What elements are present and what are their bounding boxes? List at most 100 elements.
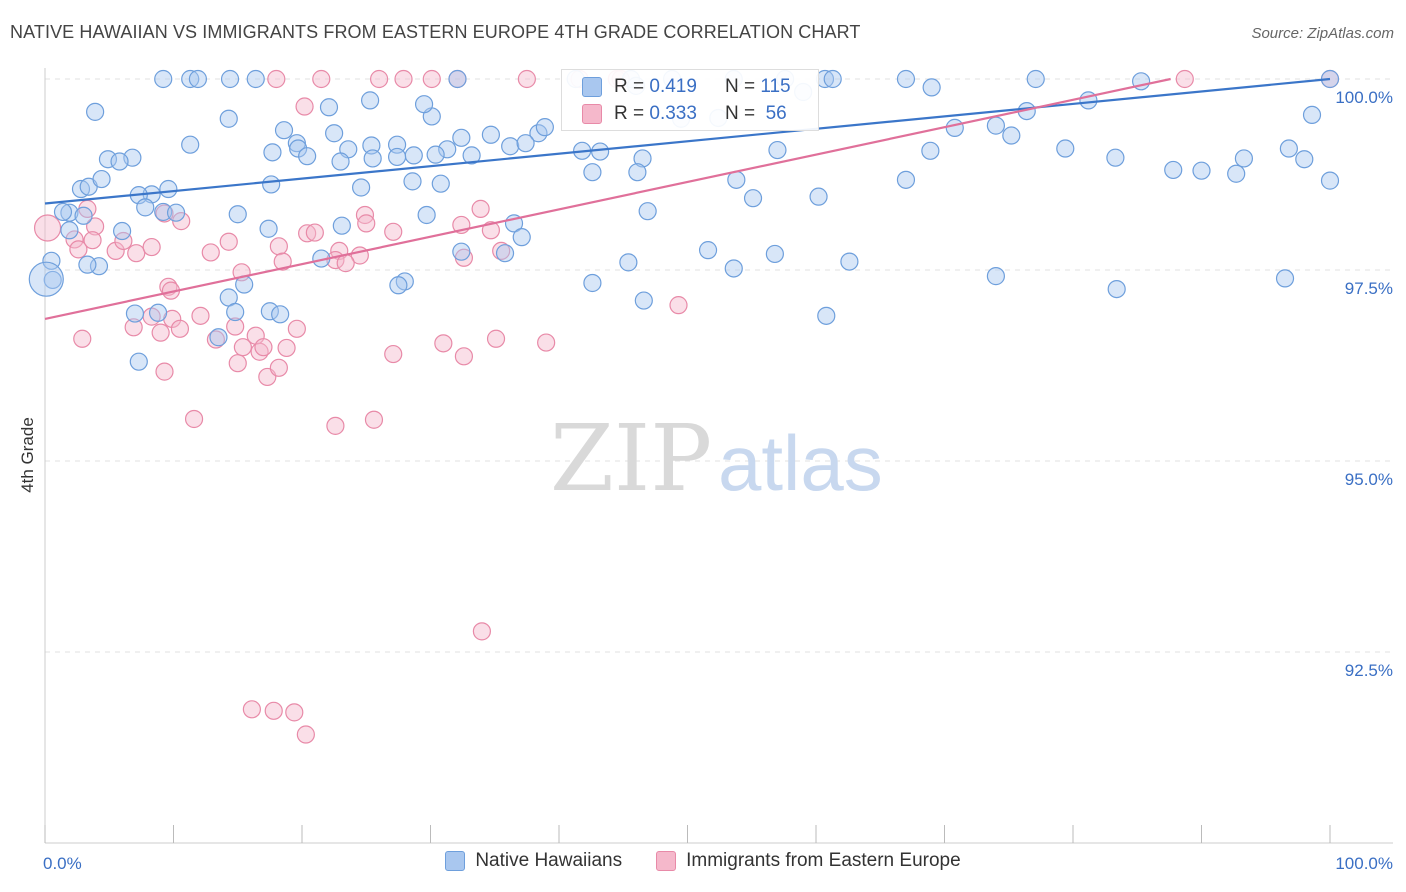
stats-r-value-pink: 0.333 [649,103,697,124]
point-native-hawaiians [1026,69,1045,89]
point-immigrants [142,237,161,257]
watermark-atlas: atlas [718,419,883,507]
stats-r-label-pink: R = [614,103,645,124]
point-native-hawaiians [78,255,97,274]
point-native-hawaiians [768,140,787,160]
stats-r-label-blue: R = [614,76,645,97]
point-immigrants [201,243,220,262]
point-immigrants [517,69,536,89]
point-native-hawaiians [634,291,653,310]
stats-n-value-pink: 56 [765,103,787,124]
y-axis-label: 4th Grade [18,417,37,493]
point-native-hawaiians [112,221,132,241]
point-native-hawaiians [1279,139,1298,158]
point-native-hawaiians [945,118,964,137]
point-native-hawaiians [462,146,481,165]
point-native-hawaiians [628,163,647,182]
point-native-hawaiians [619,253,638,272]
point-immigrants [537,333,556,352]
point-native-hawaiians [1234,149,1254,168]
point-native-hawaiians [389,276,408,295]
point-native-hawaiians [188,69,208,89]
point-native-hawaiians [583,163,602,182]
point-native-hawaiians [452,242,471,261]
stats-n-label-pink: N = [724,103,756,124]
point-native-hawaiians [765,244,784,264]
point-immigrants [298,224,317,243]
x-tick-label-start: 0.0% [43,854,82,873]
stats-swatch-pink [582,104,602,124]
point-immigrants [83,231,102,250]
point-native-hawaiians [817,306,836,325]
point-immigrants [364,410,384,429]
x-tick-label-end: 100.0% [1335,854,1393,873]
y-tick-label: 100.0% [1335,88,1393,107]
point-native-hawaiians [583,273,602,293]
point-immigrants [242,700,261,719]
point-native-hawaiians [1295,150,1314,169]
point-native-hawaiians [823,69,842,89]
point-immigrants [127,244,146,263]
point-native-hawaiians [724,259,743,278]
point-immigrants [69,240,88,259]
point-native-hawaiians [220,69,240,89]
point-native-hawaiians [1002,126,1021,145]
point-native-hawaiians [209,328,228,347]
point-native-hawaiians [1320,171,1340,190]
point-native-hawaiians [1107,280,1126,299]
point-native-hawaiians [431,174,450,193]
point-native-hawaiians [1056,139,1075,158]
stats-row-pink: R = 0.333 N = 56 [582,101,787,127]
point-native-hawaiians [89,257,109,276]
legend-swatch-pink [656,851,677,871]
point-immigrants [206,330,226,349]
point-native-hawaiians [129,352,148,371]
point-immigrants [384,344,403,364]
point-native-hawaiians [414,95,434,114]
point-native-hawaiians [743,189,763,208]
stats-row-blue: R = 0.419 N = 115 [582,74,791,100]
point-native-hawaiians [53,202,73,222]
point-native-hawaiians [1192,161,1211,180]
legend-item-native-hawaiians[interactable]: Native Hawaiians [445,850,622,872]
point-native-hawaiians [535,118,554,137]
point-immigrants [233,338,252,357]
point-native-hawaiians [922,78,941,97]
point-immigrants [191,306,210,325]
axes [44,68,1393,844]
point-native-hawaiians [1164,160,1183,180]
point-native-hawaiians [986,116,1006,135]
point-native-hawaiians [332,216,351,235]
point-immigrants [285,703,304,722]
tick-labels: 92.5% 95.0% 97.5% 100.0% 0.0% 100.0% [43,88,1393,873]
trend-line-immigrants [44,77,1171,320]
point-immigrants [86,217,105,236]
point-native-hawaiians [43,270,62,290]
legend-item-immigrants[interactable]: Immigrants from Eastern Europe [656,850,961,872]
point-immigrants [454,347,474,366]
point-native-hawaiians [986,267,1006,286]
point-native-hawaiians [98,150,118,169]
legend: Native Hawaiians Immigrants from Eastern… [0,850,1406,872]
point-native-hawaiians [298,147,317,166]
point-native-hawaiians [417,205,436,225]
point-native-hawaiians [591,142,610,161]
point-immigrants [669,296,688,315]
point-native-hawaiians [633,149,652,168]
point-native-hawaiians [1227,164,1246,183]
point-immigrants [228,354,247,373]
trend-line-native-hawaiians [44,77,1331,205]
point-native-hawaiians [501,137,520,156]
legend-swatch-blue [445,851,466,871]
point-immigrants [155,362,174,381]
point-native-hawaiians [698,241,718,260]
point-immigrants [65,230,84,249]
point-native-hawaiians [92,169,111,189]
point-immigrants [370,69,389,89]
point-native-hawaiians [495,244,515,263]
point-native-hawaiians [274,121,294,140]
point-immigrants [226,317,245,336]
point-immigrants [305,223,324,242]
point-native-hawaiians [154,69,173,89]
